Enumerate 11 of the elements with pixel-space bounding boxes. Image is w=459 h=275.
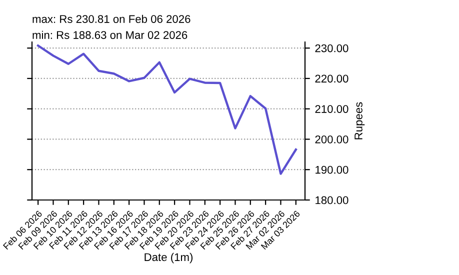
y-tick-label: 200.00 — [315, 136, 348, 144]
text: min: Rs 188.63 on Mar 02 2026 — [32, 30, 188, 39]
y-tick-label: 230.00 — [315, 44, 348, 52]
y-tick-label: 220.00 — [315, 74, 348, 83]
y-tick-label: 210.00 — [315, 105, 348, 113]
y-tick-label: 180.00 — [316, 196, 348, 204]
text: max: Rs 230.81 on Feb 06 2026 — [32, 14, 190, 23]
line-series — [36, 44, 298, 175]
y-axis-title: Rupees — [354, 102, 365, 140]
y-tick-label: 190.00 — [316, 166, 348, 174]
x-axis-title: Date (1m) — [144, 252, 193, 264]
